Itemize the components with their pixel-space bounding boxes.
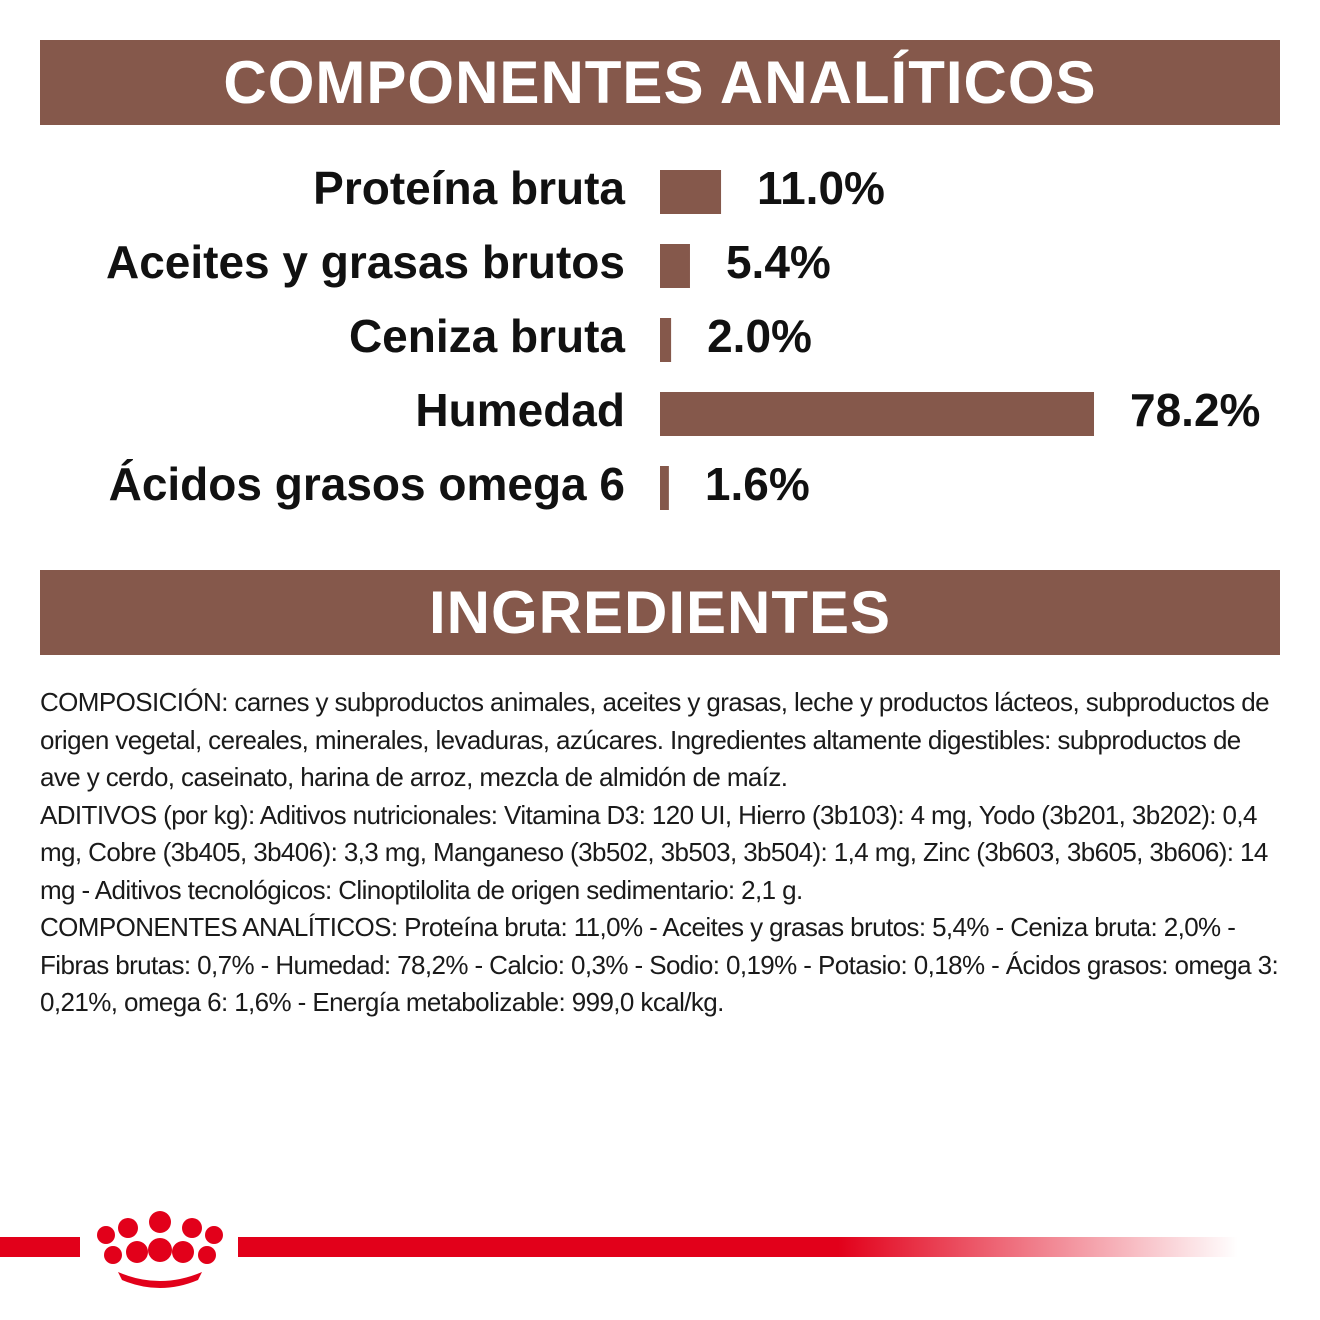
brand-line — [0, 1237, 80, 1257]
value-label: 78.2% — [1130, 384, 1260, 436]
category-label: Ceniza bruta — [349, 310, 625, 362]
category-label: Ácidos grasos omega 6 — [109, 458, 625, 510]
value-label: 1.6% — [705, 458, 810, 510]
category-label: Proteína bruta — [313, 162, 625, 214]
bar — [660, 244, 690, 288]
section-header: INGREDIENTES — [40, 570, 1280, 655]
logo — [97, 1211, 223, 1288]
category-label: Aceites y grasas brutos — [106, 236, 625, 288]
brand-line — [238, 1237, 1238, 1257]
paragraph: ADITIVOS (por kg): Aditivos nutricionale… — [40, 799, 1268, 905]
bar — [660, 392, 1095, 436]
ingredients-text: COMPOSICIÓN: carnes y subproductos anima… — [40, 684, 1280, 1022]
bar — [660, 170, 722, 214]
chart: Proteína bruta 11.0% Aceites y grasas brut… — [106, 162, 1260, 510]
category-label: Humedad — [415, 384, 625, 436]
bar — [660, 466, 669, 510]
paragraph: COMPOSICIÓN: carnes y subproductos anima… — [40, 687, 1270, 792]
value-label: 2.0% — [707, 310, 812, 362]
value-label: 11.0% — [757, 162, 885, 214]
paragraph: COMPONENTES ANALÍTICOS: Proteína bruta: … — [40, 912, 1279, 1017]
section-header: COMPONENTES ANALÍTICOS — [40, 40, 1280, 125]
value-label: 5.4% — [726, 236, 831, 288]
bar — [660, 318, 672, 362]
